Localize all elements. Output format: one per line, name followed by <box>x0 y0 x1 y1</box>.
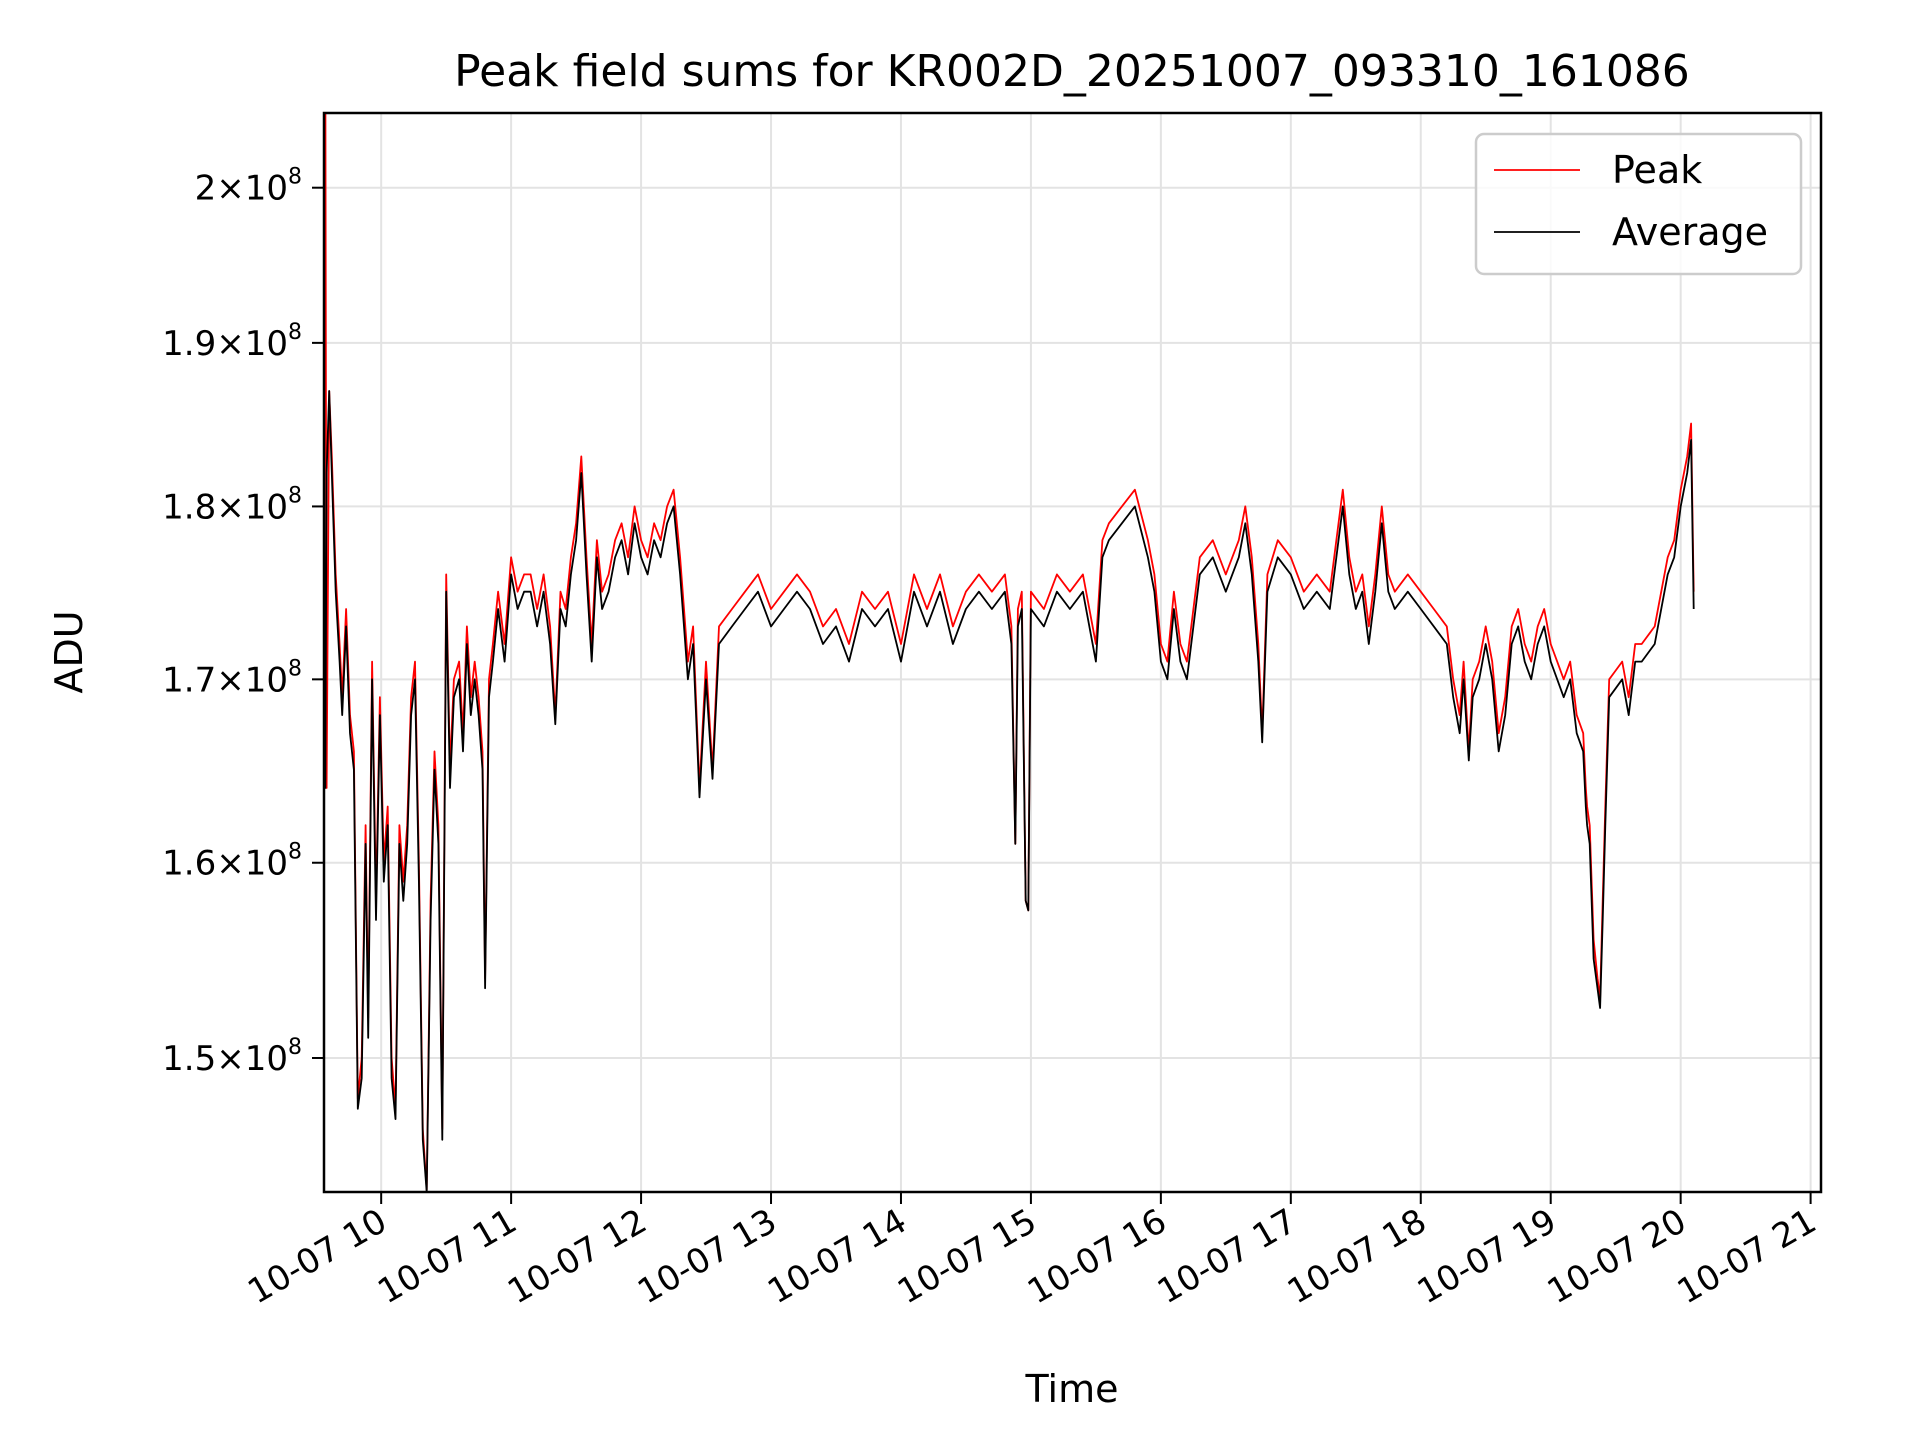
y-tick-label: 1.9×108 <box>162 320 302 364</box>
y-tick-exponent: 8 <box>288 656 302 681</box>
y-tick-exponent: 8 <box>288 165 302 190</box>
legend: Peak Average <box>1474 132 1803 276</box>
y-tick-times-ten: ×10 <box>216 660 288 700</box>
x-axis-label: Time <box>1025 1367 1119 1411</box>
y-tick-mantissa: 2 <box>195 169 217 209</box>
y-tick-mantissa: 1.8 <box>162 487 216 527</box>
chart-title: Peak field sums for KR002D_20251007_0933… <box>454 46 1690 97</box>
y-tick-times-ten: ×10 <box>216 844 288 884</box>
y-tick-label: 1.6×108 <box>162 840 302 884</box>
legend-box <box>1474 132 1803 276</box>
y-axis-label: ADU <box>47 610 91 693</box>
plot-frame <box>322 111 1823 1194</box>
y-tick-mantissa: 1.5 <box>162 1039 216 1079</box>
y-tick-exponent: 8 <box>288 320 302 345</box>
y-tick-mantissa: 1.9 <box>162 324 216 364</box>
series-group <box>324 113 1695 1192</box>
series-line-average <box>324 390 1695 1192</box>
y-tick-mantissa: 1.6 <box>162 844 216 884</box>
y-tick-times-ten: ×10 <box>216 1039 288 1079</box>
y-tick-mantissa: 1.7 <box>162 660 216 700</box>
y-tick-label: 2×108 <box>195 165 302 209</box>
grid-lines <box>324 113 1821 1192</box>
y-tick-label: 1.7×108 <box>162 656 302 700</box>
y-tick-times-ten: ×10 <box>216 324 288 364</box>
y-tick-label: 1.5×108 <box>162 1035 302 1079</box>
legend-label-peak: Peak <box>1612 148 1702 192</box>
y-tick-exponent: 8 <box>288 840 302 865</box>
y-tick-exponent: 8 <box>288 1035 302 1060</box>
y-tick-label: 1.8×108 <box>162 483 302 527</box>
legend-label-average: Average <box>1612 210 1768 254</box>
y-tick-times-ten: ×10 <box>216 487 288 527</box>
y-tick-exponent: 8 <box>288 483 302 508</box>
y-tick-times-ten: ×10 <box>216 169 288 209</box>
